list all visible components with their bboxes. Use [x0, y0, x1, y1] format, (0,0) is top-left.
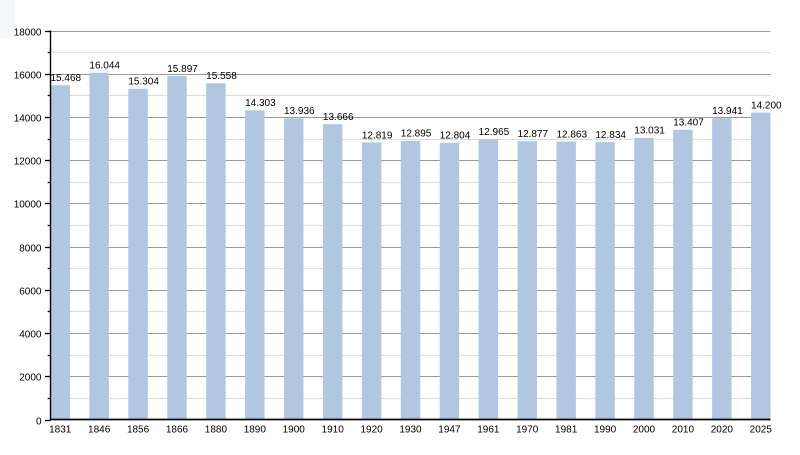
svg-text:13.936: 13.936: [284, 106, 315, 117]
svg-text:1880: 1880: [205, 425, 228, 436]
svg-text:1990: 1990: [594, 425, 617, 436]
svg-text:13.407: 13.407: [673, 118, 704, 129]
svg-text:1846: 1846: [88, 425, 111, 436]
svg-text:1890: 1890: [244, 425, 267, 436]
svg-text:15.304: 15.304: [128, 77, 159, 88]
svg-text:12.965: 12.965: [479, 127, 510, 138]
svg-text:1910: 1910: [322, 425, 345, 436]
svg-text:6000: 6000: [19, 286, 42, 297]
svg-text:1930: 1930: [399, 425, 422, 436]
svg-text:2010: 2010: [672, 425, 695, 436]
svg-text:1981: 1981: [555, 425, 578, 436]
svg-text:1961: 1961: [477, 425, 500, 436]
svg-text:14.303: 14.303: [245, 98, 276, 109]
svg-text:16000: 16000: [14, 70, 42, 81]
svg-text:8000: 8000: [19, 243, 42, 254]
svg-text:1947: 1947: [438, 425, 461, 436]
svg-text:16.044: 16.044: [89, 61, 120, 72]
svg-text:15.468: 15.468: [51, 73, 82, 84]
svg-text:12.819: 12.819: [362, 130, 393, 141]
svg-text:2000: 2000: [19, 372, 42, 383]
svg-text:13.031: 13.031: [634, 126, 665, 137]
svg-text:12.804: 12.804: [440, 131, 471, 142]
svg-text:14.200: 14.200: [751, 100, 782, 111]
svg-text:1900: 1900: [283, 425, 306, 436]
svg-text:12.877: 12.877: [518, 129, 549, 140]
svg-text:12000: 12000: [14, 156, 42, 167]
svg-text:1831: 1831: [49, 425, 72, 436]
svg-text:10000: 10000: [14, 199, 42, 210]
svg-text:12.863: 12.863: [556, 129, 587, 140]
svg-text:14000: 14000: [14, 113, 42, 124]
svg-text:12.834: 12.834: [595, 130, 626, 141]
svg-text:1920: 1920: [360, 425, 383, 436]
svg-text:18000: 18000: [14, 27, 42, 38]
svg-text:13.666: 13.666: [323, 112, 354, 123]
svg-text:0: 0: [36, 416, 42, 427]
svg-text:12.895: 12.895: [401, 129, 432, 140]
svg-text:15.897: 15.897: [167, 64, 198, 75]
svg-text:2020: 2020: [711, 425, 734, 436]
svg-text:13.941: 13.941: [712, 106, 743, 117]
svg-text:15.558: 15.558: [206, 71, 237, 82]
svg-text:2025: 2025: [750, 425, 773, 436]
svg-text:1856: 1856: [127, 425, 150, 436]
svg-text:1866: 1866: [166, 425, 189, 436]
svg-text:4000: 4000: [19, 329, 42, 340]
svg-text:2000: 2000: [633, 425, 656, 436]
svg-text:1970: 1970: [516, 425, 539, 436]
